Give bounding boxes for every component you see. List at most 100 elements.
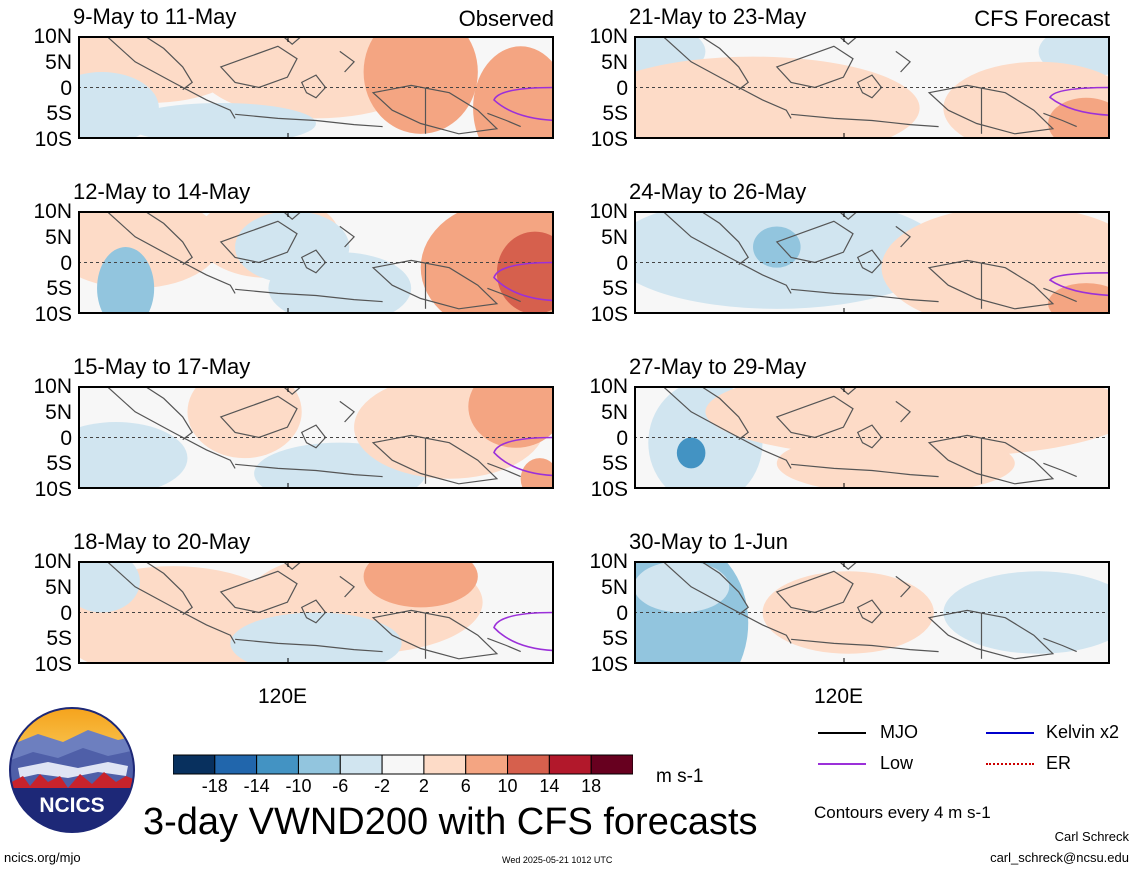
colorbar-tick-label: -2 [374, 776, 391, 796]
panel-7-lat-label: 5N [601, 400, 628, 424]
colorbar-tick-label: -6 [332, 776, 349, 796]
panel-5-anomaly-region [634, 56, 920, 139]
panel-7-coastline [1043, 462, 1077, 478]
colorbar-tick-label: 10 [497, 776, 518, 796]
panel-4-coastline [144, 561, 193, 616]
legend-label-low: Low [880, 753, 914, 773]
colorbar-segment [507, 754, 550, 775]
panel-5-coastline [700, 36, 749, 91]
panel-1-coastline [282, 36, 303, 45]
panel-2-title: 12-May to 14-May [73, 179, 251, 204]
panel-4-coastline [106, 561, 236, 644]
panel-1-low-contour [493, 86, 554, 122]
panel-2-coastline [219, 220, 298, 264]
colorbar-segment [297, 754, 341, 775]
panel-2-coastline [371, 259, 499, 310]
panel-8-coastline [927, 609, 1055, 660]
panel-1-lat-label: 5S [46, 102, 72, 126]
panel-8-lat-label: 0 [616, 601, 628, 625]
panel-7-coastline [838, 386, 859, 395]
panel-5-lat-label: 5S [602, 102, 628, 126]
panel-5-lat-label: 0 [616, 76, 628, 100]
panel-6-coastline [700, 211, 749, 266]
panel-6-coastline [838, 211, 859, 220]
panel-5-coastline [895, 50, 912, 73]
panel-2-frame [78, 211, 554, 314]
colorbar-segment [339, 754, 383, 775]
panel-2-coastline [144, 211, 193, 266]
figure-title: 3-day VWND200 with CFS forecasts [143, 801, 758, 843]
panel-1-lat-label: 10S [34, 128, 72, 151]
panel-6-coastline [662, 211, 792, 294]
panel-5-lat-label: 5N [601, 50, 628, 74]
colorbar-segment [548, 754, 592, 775]
panel-6-lat-label: 10S [590, 303, 628, 326]
panel-6-lat-label: 5N [601, 225, 628, 249]
colorbar-segment [173, 754, 216, 775]
panel-3-lat-label: 10N [33, 375, 72, 398]
panel-6-map [634, 211, 1110, 314]
panel-2-coastline [235, 288, 383, 303]
panel-7-coastline [927, 434, 1055, 485]
panel-5-coastline [662, 36, 792, 119]
panel-3-lat-label: 5S [46, 452, 72, 476]
panel-3-lat-label: 10S [34, 478, 72, 501]
panel-6-anomaly-region [753, 226, 801, 268]
panel-4-coastline [371, 609, 499, 660]
panel-7-coastline [895, 400, 912, 423]
panel-6-lat-label: 0 [616, 251, 628, 275]
panel-1-frame [78, 36, 554, 139]
panel-3-anomaly-region [187, 386, 302, 459]
author-email[interactable]: carl_schreck@ncsu.edu [990, 850, 1129, 865]
panel-3-frame [78, 386, 554, 489]
panel-8-title: 30-May to 1-Jun [629, 529, 788, 554]
panel-1-coastline [235, 113, 383, 128]
colorbar-tick-label: 2 [418, 776, 429, 796]
panel-2-coastline [282, 211, 303, 220]
timestamp: Wed 2025-05-21 1012 UTC [502, 855, 613, 865]
panel-5-coastline [838, 36, 859, 45]
legend-label-mjo: MJO [880, 722, 918, 742]
ncics-logo[interactable]: NCICS [8, 706, 136, 834]
legend-line-er [986, 763, 1034, 765]
panel-8-coastline [662, 561, 792, 644]
panel-4-lat-label: 10N [33, 550, 72, 573]
panel-3-map [78, 386, 554, 489]
panel-3-title: 15-May to 17-May [73, 354, 251, 379]
logo-text: NCICS [39, 794, 104, 817]
panel-6-coastline [895, 225, 912, 248]
panel-2-coastline [106, 211, 236, 294]
panel-5-lat-label: 10N [589, 25, 628, 48]
panel-4-frame [78, 561, 554, 664]
panel-5-coastline [775, 45, 854, 89]
site-link[interactable]: ncics.org/mjo [4, 850, 81, 865]
panel-5-title: 21-May to 23-May [629, 4, 807, 29]
panel-7-coastline [662, 386, 792, 469]
panel-2-map [78, 211, 554, 314]
legend-label-kelvin: Kelvin x2 [1046, 722, 1120, 742]
panel-5-tag: CFS Forecast [974, 6, 1110, 31]
panel-3-coastline [235, 463, 383, 478]
panel-7-lat-label: 10N [589, 375, 628, 398]
panel-8-anomaly-region [634, 561, 730, 613]
panel-5-anomaly-region [1048, 97, 1110, 139]
panel-8-coastline [895, 575, 912, 598]
panel-3-anomaly-region [468, 386, 554, 448]
colorbar [173, 754, 633, 775]
panel-2-lat-label: 10S [34, 303, 72, 326]
panel-7-frame [634, 386, 1110, 489]
panel-4-lat-label: 5S [46, 627, 72, 651]
panel-2-anomaly-region [235, 211, 350, 284]
panel-2-coastline [300, 249, 327, 274]
lon-tick-observed: 120E [258, 685, 308, 708]
panel-8-lat-label: 5S [602, 627, 628, 651]
panel-6-coastline [1043, 287, 1077, 303]
panel-1-lat-label: 10N [33, 25, 72, 48]
panel-8-coastline [700, 561, 749, 616]
legend-line-low [818, 763, 866, 765]
panel-4-title: 18-May to 20-May [73, 529, 251, 554]
panel-8-coastline [838, 561, 859, 570]
panel-2-coastline [487, 287, 521, 303]
panel-3-coastline [487, 462, 521, 478]
colorbar-tick-label: -18 [201, 776, 228, 796]
